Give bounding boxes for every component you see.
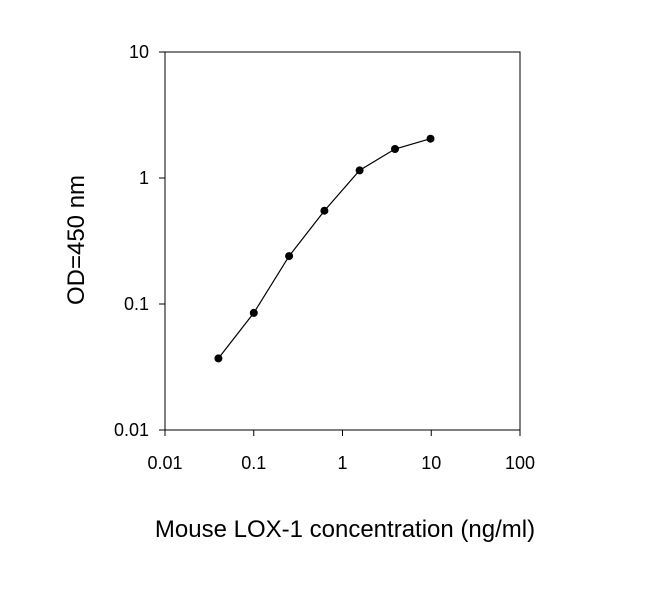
data-point <box>426 134 435 143</box>
x-tick-label: 1 <box>337 453 347 473</box>
series-layer <box>214 134 435 363</box>
data-point <box>391 145 399 153</box>
y-tick-label: 1 <box>139 168 149 188</box>
data-point <box>249 308 258 317</box>
y-axis: 0.01 0.1 1 10 <box>114 42 165 440</box>
series-line <box>217 138 431 359</box>
x-tick-label: 100 <box>505 453 535 473</box>
data-point <box>285 252 294 261</box>
data-point <box>320 206 329 215</box>
plot-frame <box>164 51 521 431</box>
x-tick-label: 0.01 <box>147 453 182 473</box>
x-tick-label: 10 <box>421 453 441 473</box>
y-tick-label: 0.1 <box>124 294 149 314</box>
x-axis: 0.01 0.1 1 10 100 <box>147 430 535 473</box>
y-tick-label: 0.01 <box>114 420 149 440</box>
y-axis-title: OD=450 nm <box>63 175 90 305</box>
x-axis-title: Mouse LOX-1 concentration (ng/ml) <box>155 516 535 543</box>
data-point <box>355 166 364 175</box>
x-tick-label: 0.1 <box>241 453 266 473</box>
y-tick-label: 10 <box>129 42 149 62</box>
data-point <box>214 354 223 363</box>
